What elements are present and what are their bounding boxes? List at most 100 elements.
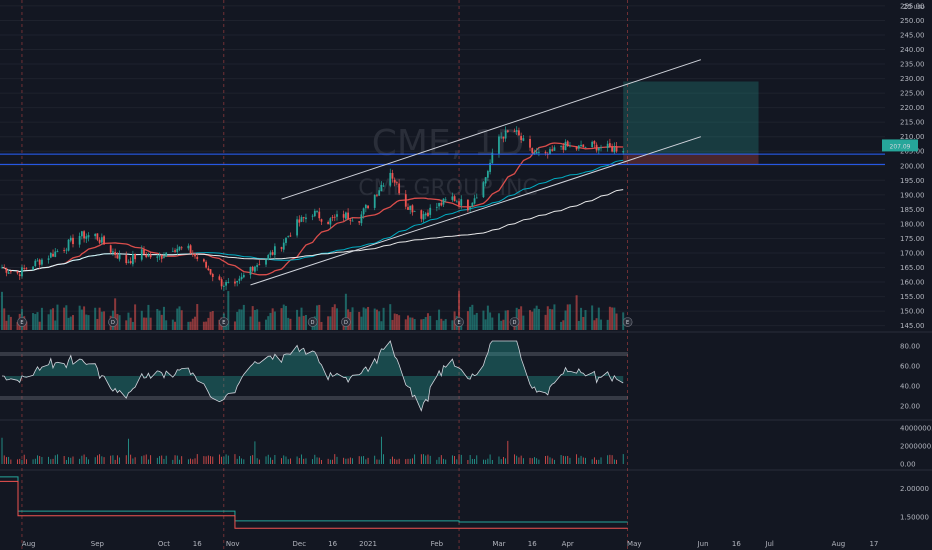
price-tick-20: 245.00	[900, 31, 925, 39]
candle-body-186	[577, 145, 580, 149]
candle-body-103	[318, 211, 321, 219]
volume-bar-121	[375, 309, 378, 330]
candle-body-136	[422, 214, 425, 220]
candle-body-56	[174, 250, 176, 252]
candle-body-26	[80, 231, 83, 237]
volume-bar-24	[71, 315, 74, 330]
volume-bar-78	[240, 309, 243, 330]
candle-body-149	[460, 199, 463, 206]
candle-body-86	[267, 254, 270, 260]
symbol-watermark: CME, 1D CME GROUP INC	[358, 123, 538, 201]
volume-bar-157	[486, 305, 489, 330]
volume-bar-47	[145, 317, 148, 330]
volume-bar-93	[287, 317, 290, 330]
candle-body-134	[413, 211, 416, 212]
volume-bar-48	[147, 304, 150, 330]
candle-body-43	[131, 253, 134, 265]
volume-bar-105	[327, 316, 330, 330]
volume-bar-64	[196, 304, 199, 330]
candle-body-181	[562, 145, 565, 150]
price-tick-18: 235.00	[900, 61, 925, 69]
candle-body-59	[180, 247, 183, 249]
price-axis[interactable]: 25 USD 145.00 150.00 155.00 160.00 165.00 170…	[900, 2, 925, 330]
candle-body-3	[7, 272, 10, 274]
volume-bar-30	[94, 307, 97, 330]
volume-bar-84	[258, 321, 261, 330]
volume-bar-141	[438, 309, 441, 330]
candle-body-178	[551, 149, 554, 151]
candle-body-36	[112, 251, 114, 253]
volume-bar-180	[560, 321, 563, 330]
candle-body-184	[569, 145, 571, 147]
candle-body-25	[78, 236, 81, 245]
time-label-0: Aug	[22, 540, 36, 548]
time-label-8: Feb	[431, 540, 444, 548]
candle-body-194	[600, 147, 602, 149]
candle-body-154	[475, 197, 478, 199]
candle-body-110	[342, 214, 345, 218]
volume-bar-131	[407, 315, 410, 330]
long-position-tool[interactable]	[623, 81, 759, 165]
candle-body-91	[282, 242, 285, 250]
candle-body-152	[471, 202, 474, 207]
candle-body-159	[491, 152, 494, 164]
volume-bar-99	[304, 315, 307, 330]
time-label-6: 16	[328, 540, 337, 548]
channel-drawings[interactable]	[0, 59, 885, 286]
candle-body-104	[320, 219, 323, 222]
candle-body-125	[389, 172, 392, 186]
candle-body-108	[333, 216, 336, 218]
candle-body-85	[265, 259, 267, 265]
volume-bar-173	[535, 305, 538, 330]
lower-tick-1: 1.50000	[900, 513, 929, 521]
candle-body-196	[608, 143, 611, 147]
price-tick-1: 150.00	[900, 308, 925, 316]
candle-body-111	[344, 212, 347, 219]
volume-bar-177	[548, 308, 551, 330]
volume-bar-85	[265, 319, 268, 330]
volume-bar-94	[289, 318, 292, 330]
candle-body-79	[242, 274, 245, 278]
volume-bar-188	[582, 316, 585, 330]
candle-body-33	[100, 237, 103, 243]
volume-bar-156	[484, 319, 487, 330]
volume-bar-119	[367, 306, 370, 330]
candle-body-15	[47, 258, 50, 260]
candle-body-140	[435, 206, 438, 208]
candle-body-166	[515, 130, 518, 132]
earnings-marker-2	[454, 317, 464, 327]
dividend-marker-letter-2: D	[344, 320, 348, 326]
volume-bar-11	[34, 314, 37, 330]
candle-body-2	[5, 268, 8, 273]
volume-bar-120	[373, 308, 376, 330]
volume-bar-160	[497, 313, 500, 330]
volume-bar-162	[502, 319, 505, 330]
candle-body-145	[451, 196, 454, 200]
candle-body-10	[32, 266, 34, 270]
candle-body-39	[118, 254, 121, 260]
moving-averages	[1, 142, 624, 276]
price-tick-16: 225.00	[900, 90, 925, 98]
volume-bar-167	[517, 309, 520, 330]
time-label-4: Nov	[226, 540, 240, 548]
candle-body-97	[300, 217, 303, 222]
volume-bar-158	[489, 312, 492, 330]
volume-bar-118	[364, 308, 367, 330]
candle-body-22	[67, 239, 70, 251]
candle-body-150	[467, 199, 469, 211]
candle-body-112	[347, 212, 350, 220]
moving-average-0	[1, 142, 624, 276]
volume-tick-1: 2000000.00	[900, 443, 932, 451]
time-label-2: Oct	[158, 540, 170, 548]
candle-body-200	[622, 151, 625, 153]
volume-bar-39	[118, 315, 121, 330]
volume-bar-57	[176, 308, 179, 330]
volume-bar-199	[615, 313, 618, 330]
volume-bar-137	[424, 317, 427, 330]
volume-bar-68	[209, 311, 212, 330]
time-axis[interactable]: Aug Sep Oct 16 Nov Dec 16 2021 Feb Mar 16 Apr May Jun…	[22, 540, 879, 548]
candle-body-169	[522, 138, 525, 141]
volume-bar-26	[80, 309, 83, 330]
event-markers[interactable]: E E E ED D D D	[17, 317, 633, 327]
